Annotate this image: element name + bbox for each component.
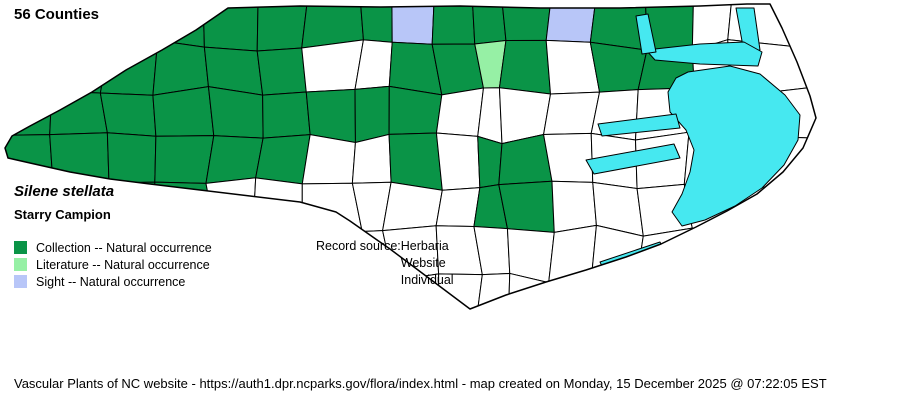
county-cell [206, 274, 265, 309]
county-cell [154, 135, 215, 184]
legend-item-collection: Collection -- Natural occurrence [14, 239, 212, 256]
scientific-name: Silene stellata [14, 183, 115, 200]
county-cell [589, 41, 648, 93]
record-source-values: Herbaria Website Individual [401, 239, 454, 290]
water-body [585, 143, 681, 175]
record-source-value: Individual [400, 273, 454, 287]
county-cell [5, 46, 58, 98]
collection-swatch-icon [14, 241, 27, 254]
county-cell [730, 273, 816, 309]
county-cell [382, 181, 443, 232]
county-cell [435, 132, 481, 191]
county-cell [498, 180, 555, 233]
record-source-value: Website [400, 256, 446, 270]
county-cell [252, 177, 303, 234]
literature-swatch-icon [14, 258, 27, 271]
county-cell [388, 85, 443, 135]
county-cell [51, 46, 109, 94]
county-cell [354, 85, 390, 143]
county-cell [256, 47, 307, 96]
county-count-title: 56 Counties [14, 6, 100, 23]
legend-label: Literature -- Natural occurrence [36, 257, 210, 272]
county-cell [207, 86, 264, 139]
record-source-label: Record source: [316, 239, 401, 253]
county-cell [301, 182, 363, 232]
county-cell [152, 86, 215, 137]
county-cell [635, 227, 694, 282]
county-cell [262, 91, 311, 139]
county-cell [435, 87, 484, 137]
county-cell [252, 278, 307, 309]
county-cell [547, 276, 595, 309]
county-cell [152, 39, 209, 96]
county-cell [351, 133, 392, 184]
county-cell [49, 132, 110, 184]
county-cell [107, 4, 159, 52]
county-cell [691, 227, 735, 280]
county-cell [205, 177, 257, 234]
footer-caption: Vascular Plants of NC website - https://… [14, 376, 827, 391]
county-cell [206, 226, 254, 280]
legend-label: Collection -- Natural occurrence [36, 240, 212, 255]
county-cell [543, 132, 594, 183]
county-cell [205, 135, 264, 184]
sight-swatch-icon [14, 275, 27, 288]
record-source-block: Record source: Herbaria Website Individu… [316, 239, 454, 290]
legend-item-sight: Sight -- Natural occurrence [14, 273, 212, 290]
county-cell [255, 134, 311, 185]
county-cell [730, 233, 816, 278]
water-body [635, 13, 657, 55]
species-block: Silene stellata Starry Campion [14, 183, 114, 222]
legend-label: Sight -- Natural occurrence [36, 274, 186, 289]
state-outline [4, 3, 817, 310]
record-source-value: Herbaria [400, 239, 449, 253]
county-cell [543, 91, 601, 136]
county-cell [500, 4, 553, 42]
county-cell [305, 88, 356, 143]
county-cell [435, 187, 481, 227]
water-body [735, 7, 761, 53]
county-cell [106, 132, 157, 184]
county-cell [388, 132, 443, 191]
legend-item-literature: Literature -- Natural occurrence [14, 256, 212, 273]
county-cell [252, 227, 305, 284]
legend: Collection -- Natural occurrence Literat… [14, 239, 212, 290]
county-cell [301, 134, 356, 185]
water-body [645, 41, 763, 67]
county-cell [498, 39, 552, 95]
county-cell [545, 4, 598, 43]
county-cell [691, 276, 736, 309]
county-cell [99, 92, 157, 137]
common-name: Starry Campion [14, 207, 111, 222]
county-cell [301, 39, 364, 93]
county-cell [303, 280, 365, 309]
county-cell [477, 135, 503, 189]
water-body [597, 113, 681, 137]
county-cell [591, 276, 643, 309]
county-cell [635, 278, 694, 309]
county-cell [551, 180, 597, 233]
county-cell [49, 90, 108, 136]
